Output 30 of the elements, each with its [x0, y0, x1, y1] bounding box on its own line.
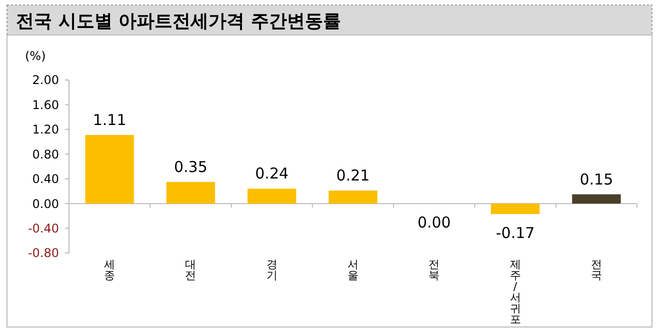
x-tick-label: 전북	[428, 258, 440, 282]
bar	[166, 182, 216, 204]
x-tick-label: 대전	[185, 258, 196, 282]
x-tick-label: 세종	[104, 258, 116, 282]
chart-title: 전국 시도별 아파트전세가격 주간변동률	[16, 11, 341, 32]
bar	[572, 194, 621, 204]
y-tick-label: 0.00	[32, 196, 59, 211]
y-tick-label: 0.80	[32, 147, 59, 162]
y-tick-label: -0.80	[28, 246, 59, 260]
data-label: 0.35	[174, 158, 208, 176]
data-label: 0.21	[336, 166, 370, 185]
y-tick-label: 1.60	[32, 98, 59, 112]
bar	[490, 204, 540, 214]
x-tick-label: 경기	[266, 258, 278, 282]
data-label: 1.11	[92, 110, 126, 129]
x-tick-label: 전국	[590, 258, 602, 282]
x-tick-label: 제주/서귀포	[510, 258, 521, 326]
data-label: 0.15	[580, 170, 614, 188]
bar	[248, 188, 296, 204]
data-label: 0.00	[417, 214, 451, 232]
y-axis-title: (%)	[25, 49, 46, 63]
y-tick-label: 0.40	[32, 172, 59, 186]
data-label: -0.17	[496, 224, 535, 242]
data-label: 0.24	[255, 164, 289, 183]
y-tick-label: 1.20	[32, 122, 59, 137]
bar	[328, 190, 378, 204]
bar	[85, 134, 134, 204]
x-tick-label: 서울	[348, 258, 358, 282]
y-tick-label: 2.00	[32, 73, 59, 88]
y-tick-label: -0.40	[28, 221, 59, 236]
